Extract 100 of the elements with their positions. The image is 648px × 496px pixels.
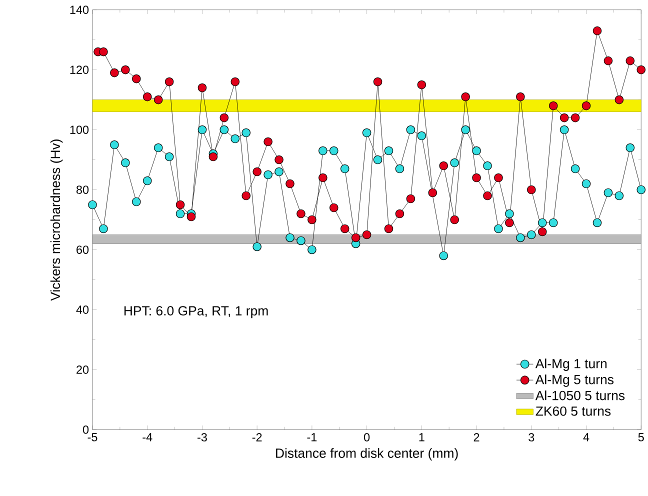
point [417, 132, 426, 140]
point [636, 66, 646, 74]
y-tick-label: 80 [76, 186, 89, 194]
point [472, 174, 481, 182]
point [154, 144, 163, 152]
point [274, 156, 284, 164]
point [164, 152, 174, 162]
point [626, 56, 635, 66]
point [286, 234, 294, 242]
y-axis-title: Vickers microhardness (Hv) [50, 140, 63, 301]
point [230, 78, 240, 86]
point [110, 140, 119, 150]
point [417, 80, 426, 90]
point [296, 236, 306, 246]
point [483, 192, 492, 200]
point [296, 210, 306, 218]
point [121, 66, 130, 74]
point [439, 162, 448, 170]
point [461, 92, 470, 102]
point [99, 48, 108, 56]
point [516, 92, 525, 102]
point [208, 152, 218, 162]
x-tick-label: 3 [528, 433, 534, 442]
x-tick-label: -1 [307, 433, 317, 442]
point [483, 162, 492, 170]
point [636, 186, 646, 194]
point [384, 146, 394, 156]
point [186, 212, 196, 222]
point [548, 102, 558, 110]
point [592, 218, 602, 228]
point [198, 126, 207, 134]
point [439, 252, 448, 260]
x-tick-label: -2 [252, 433, 262, 442]
y-tick-label: 120 [70, 66, 89, 74]
point [142, 92, 152, 102]
point [230, 134, 240, 144]
point [373, 78, 382, 86]
point [220, 114, 229, 122]
point [340, 164, 350, 174]
point [548, 218, 558, 228]
point [526, 230, 536, 240]
x-tick-label: 2 [474, 433, 480, 442]
point [132, 198, 141, 206]
point [220, 126, 229, 134]
point [308, 216, 316, 224]
point [428, 188, 438, 198]
point [164, 78, 174, 86]
point [604, 188, 613, 198]
point [472, 146, 481, 156]
point [450, 216, 459, 224]
point [88, 200, 97, 210]
legend-label: Al-Mg 1 turn [535, 358, 607, 372]
y-tick-label: 0 [82, 426, 89, 434]
y-tick-label: 60 [76, 246, 89, 254]
legend-label: Al-Mg 5 turns [535, 374, 614, 388]
point [406, 126, 416, 134]
point [626, 144, 635, 152]
point [614, 96, 624, 104]
x-tick-label: 0 [364, 433, 370, 442]
point [142, 176, 152, 186]
point [264, 138, 272, 146]
point [373, 156, 382, 164]
point [582, 180, 591, 188]
point [395, 210, 404, 218]
point [461, 126, 470, 134]
point [582, 102, 591, 110]
point [252, 168, 262, 176]
point [384, 224, 394, 234]
x-tick-label: 5 [638, 433, 644, 442]
point [362, 230, 372, 240]
point [318, 146, 328, 156]
point [494, 224, 503, 234]
point [121, 158, 130, 168]
point [340, 224, 350, 234]
point [505, 218, 514, 228]
x-tick-label: -4 [142, 433, 152, 442]
point [560, 114, 569, 122]
point [362, 128, 372, 138]
point [329, 204, 338, 212]
point [538, 218, 547, 228]
annotation: HPT: 6.0 GPa, RT, 1 rpm [124, 306, 268, 318]
x-tick-label: 4 [583, 433, 590, 442]
point [351, 234, 360, 242]
point [286, 180, 294, 188]
point [592, 26, 602, 36]
legend-label: ZK60 5 turns [536, 406, 611, 416]
point [198, 84, 207, 92]
point [176, 210, 185, 218]
point [516, 234, 525, 242]
point [264, 170, 272, 180]
legend-label: Al-1050 5 turns [535, 390, 625, 400]
point [570, 114, 580, 122]
point [110, 68, 119, 78]
point [308, 246, 316, 254]
point [450, 158, 459, 168]
point [176, 200, 185, 210]
point [604, 56, 613, 66]
x-tick-label: -5 [88, 433, 98, 442]
point [505, 210, 514, 218]
point [526, 186, 536, 194]
